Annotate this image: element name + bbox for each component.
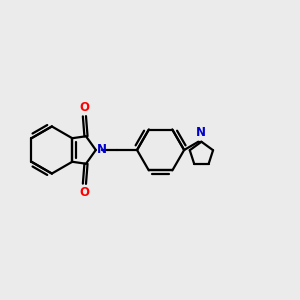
Text: O: O — [80, 186, 89, 199]
Text: O: O — [80, 101, 89, 114]
Text: N: N — [97, 143, 106, 156]
Text: N: N — [196, 126, 206, 139]
